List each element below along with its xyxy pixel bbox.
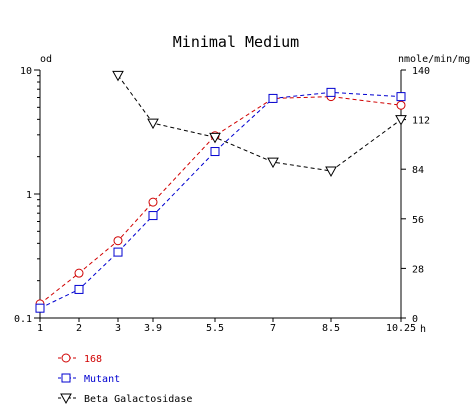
right-axis-label: nmole/min/mg [398,54,470,65]
data-point-triangle [209,132,221,144]
legend-label: Beta Galactosidase [84,394,192,405]
x-tick-label: 7 [270,323,276,334]
data-point-circle [113,236,123,246]
series-line [39,96,402,305]
series-lines [39,75,402,309]
x-tick-label: 3 [115,323,121,334]
data-point-square [113,247,123,257]
x-tick-label: 3.9 [144,323,162,334]
data-point-square [326,87,336,97]
data-point-square [396,92,406,102]
data-point-circle [74,268,84,278]
data-point-square [148,211,158,221]
series-line [39,91,402,309]
data-point-square [210,147,220,157]
right-tick-label: 140 [412,66,430,77]
legend: 168 Mutant Beta Galactosidase [58,353,192,405]
data-point-triangle [395,115,407,126]
right-tick-label: 28 [412,264,424,275]
data-point-square [61,373,71,383]
x-tick-label: 10.25 [386,323,416,334]
data-point-square [268,93,278,103]
data-point-circle [396,100,406,110]
right-tick-label: 56 [412,215,424,226]
right-tick-label: 112 [412,116,430,127]
left-tick-label: 1 [26,190,32,201]
x-tick-label: 5.5 [206,323,224,334]
left-tick-label: 10 [20,66,32,77]
x-tick-label: 1 [37,323,43,334]
data-point-triangle [267,157,279,169]
x-axis-label: h [420,324,426,335]
left-tick-label: 0.1 [14,314,32,325]
legend-label: Mutant [84,374,120,385]
right-tick-label: 0 [412,314,418,325]
data-point-circle [148,197,158,207]
ticks: 1 2 3 3.9 5.5 7 8.5 10.25 10 1 0.1 140 112 84 56 28 0 [14,66,430,334]
data-point-triangle [60,393,72,405]
data-point-triangle [147,118,159,130]
markers [35,70,407,313]
data-point-circle [61,353,71,363]
legend-label: 168 [84,354,102,365]
chart-title: Minimal Medium [173,33,299,51]
data-point-triangle [112,70,124,82]
data-point-square [74,284,84,294]
right-tick-label: 84 [412,165,424,176]
series-line [117,75,402,172]
data-point-triangle [325,166,337,178]
left-axis-label: od [40,54,52,65]
x-tick-label: 8.5 [322,323,340,334]
x-tick-label: 2 [76,323,82,334]
data-point-square [35,303,45,313]
